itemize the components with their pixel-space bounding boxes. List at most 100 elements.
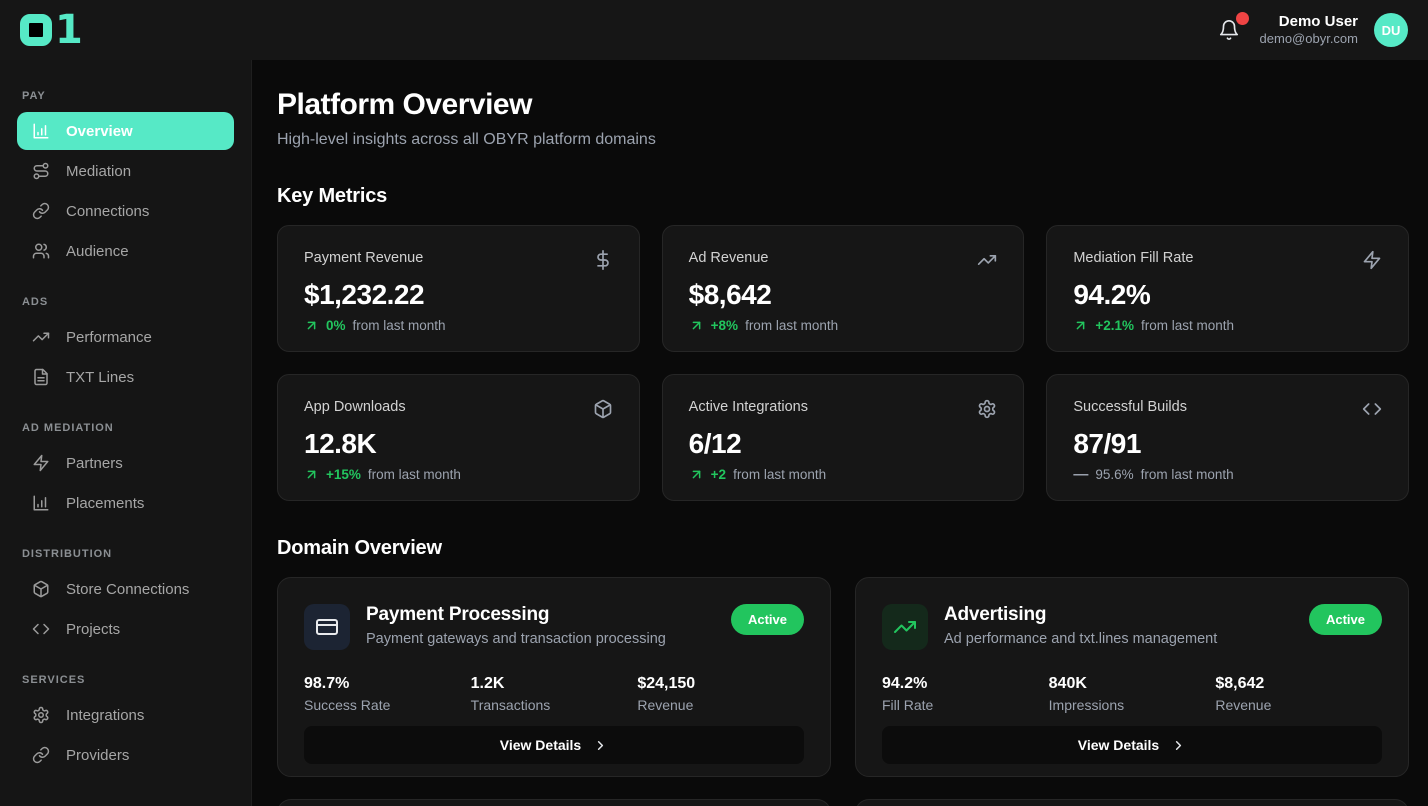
sidebar-item-partners[interactable]: Partners [17,444,234,482]
sidebar-item-providers[interactable]: Providers [17,736,234,774]
key-metrics-grid: Payment Revenue $1,232.22 0% from last m… [277,225,1409,501]
user-menu[interactable]: Demo User demo@obyr.com [1260,13,1358,48]
nav-section-pay: PAY Overview Mediation Connections Audie… [17,90,234,270]
trend-suffix: from last month [353,318,446,333]
dollar-sign-icon [593,250,613,270]
arrow-up-right-icon [689,318,704,333]
stat-label: Impressions [1049,697,1216,713]
sidebar-item-label: Integrations [66,707,144,724]
sidebar-item-placements[interactable]: Placements [17,484,234,522]
credit-card-icon [304,604,350,650]
sidebar-item-label: Overview [66,123,133,140]
chevron-right-icon [593,738,608,753]
status-badge: Active [731,604,804,635]
sidebar-item-connections[interactable]: Connections [17,192,234,230]
sidebar: PAY Overview Mediation Connections Audie… [0,60,252,806]
sidebar-item-mediation[interactable]: Mediation [17,152,234,190]
metric-label: Payment Revenue [304,250,423,266]
sidebar-item-store-connections[interactable]: Store Connections [17,570,234,608]
trending-up-icon [32,328,50,346]
top-bar: 1 Demo User demo@obyr.com DU [0,0,1428,60]
trend-suffix: from last month [368,467,461,482]
metric-value: 12.8K [304,428,613,460]
metric-trend: +2 from last month [689,467,998,482]
stat-transactions: 1.2K Transactions [471,675,638,713]
metric-value: $8,642 [689,279,998,311]
sidebar-item-label: Connections [66,203,149,220]
user-name: Demo User [1260,13,1358,32]
sidebar-item-audience[interactable]: Audience [17,232,234,270]
metric-trend: 0% from last month [304,318,613,333]
logo-one-glyph: 1 [55,14,81,46]
header-right: Demo User demo@obyr.com DU [1214,13,1408,48]
notifications-button[interactable] [1214,15,1244,45]
metric-label: Successful Builds [1073,399,1187,415]
sidebar-item-performance[interactable]: Performance [17,318,234,356]
package-icon [32,580,50,598]
trend-value: +2 [711,467,726,482]
trend-value: 0% [326,318,346,333]
trend-suffix: from last month [1141,318,1234,333]
arrow-up-right-icon [304,467,319,482]
arrow-up-right-icon [304,318,319,333]
sidebar-item-label: Performance [66,329,152,346]
avatar[interactable]: DU [1374,13,1408,47]
metric-card-ad-revenue: Ad Revenue $8,642 +8% from last month [662,225,1025,352]
metric-card-app-downloads: App Downloads 12.8K +15% from last month [277,374,640,501]
sidebar-item-label: Providers [66,747,129,764]
sidebar-item-integrations[interactable]: Integrations [17,696,234,734]
trend-value: +15% [326,467,361,482]
metric-trend: +8% from last month [689,318,998,333]
metric-trend: +15% from last month [304,467,613,482]
stat-label: Revenue [1215,697,1382,713]
stat-revenue: $24,150 Revenue [637,675,804,713]
users-icon [32,242,50,260]
nav-section-services: SERVICES Integrations Providers [17,674,234,774]
metric-value: 6/12 [689,428,998,460]
notification-dot [1236,12,1249,25]
nav-section-label: SERVICES [22,674,234,686]
logo-o-icon [20,14,52,46]
metric-card-active-integrations: Active Integrations 6/12 +2 from last mo… [662,374,1025,501]
stat-value: $8,642 [1215,675,1382,693]
bar-chart-icon [32,494,50,512]
nav-section-label: DISTRIBUTION [22,548,234,560]
domain-stats: 98.7% Success Rate 1.2K Transactions $24… [304,675,804,713]
nav-section-label: PAY [22,90,234,102]
metric-card-payment-revenue: Payment Revenue $1,232.22 0% from last m… [277,225,640,352]
view-details-button[interactable]: View Details [304,726,804,764]
sidebar-item-txt-lines[interactable]: TXT Lines [17,358,234,396]
zap-icon [1362,250,1382,270]
bar-chart-icon [32,122,50,140]
obyr-logo[interactable]: 1 [20,14,81,46]
stat-revenue: $8,642 Revenue [1215,675,1382,713]
nav-section-ads: ADS Performance TXT Lines [17,296,234,396]
sidebar-item-label: Partners [66,455,123,472]
domain-card-partial [277,799,831,806]
domain-card-advertising: Advertising Ad performance and txt.lines… [855,577,1409,777]
stat-label: Success Rate [304,697,471,713]
trending-up-icon [882,604,928,650]
metric-value: 94.2% [1073,279,1382,311]
stat-success-rate: 98.7% Success Rate [304,675,471,713]
link-icon [32,202,50,220]
code-icon [32,620,50,638]
sidebar-item-overview[interactable]: Overview [17,112,234,150]
stat-label: Transactions [471,697,638,713]
file-text-icon [32,368,50,386]
metric-label: Ad Revenue [689,250,769,266]
nav-section-ad-mediation: AD MEDIATION Partners Placements [17,422,234,522]
sidebar-item-projects[interactable]: Projects [17,610,234,648]
sidebar-item-label: Projects [66,621,120,638]
metric-label: Active Integrations [689,399,808,415]
package-icon [593,399,613,419]
trend-suffix: from last month [1141,467,1234,482]
view-details-label: View Details [500,737,581,753]
domain-overview-grid: Payment Processing Payment gateways and … [277,577,1409,777]
stat-value: 1.2K [471,675,638,693]
metric-card-mediation-fill-rate: Mediation Fill Rate 94.2% +2.1% from las… [1046,225,1409,352]
sidebar-item-label: Audience [66,243,129,260]
stat-impressions: 840K Impressions [1049,675,1216,713]
view-details-button[interactable]: View Details [882,726,1382,764]
domain-card-payment-processing: Payment Processing Payment gateways and … [277,577,831,777]
